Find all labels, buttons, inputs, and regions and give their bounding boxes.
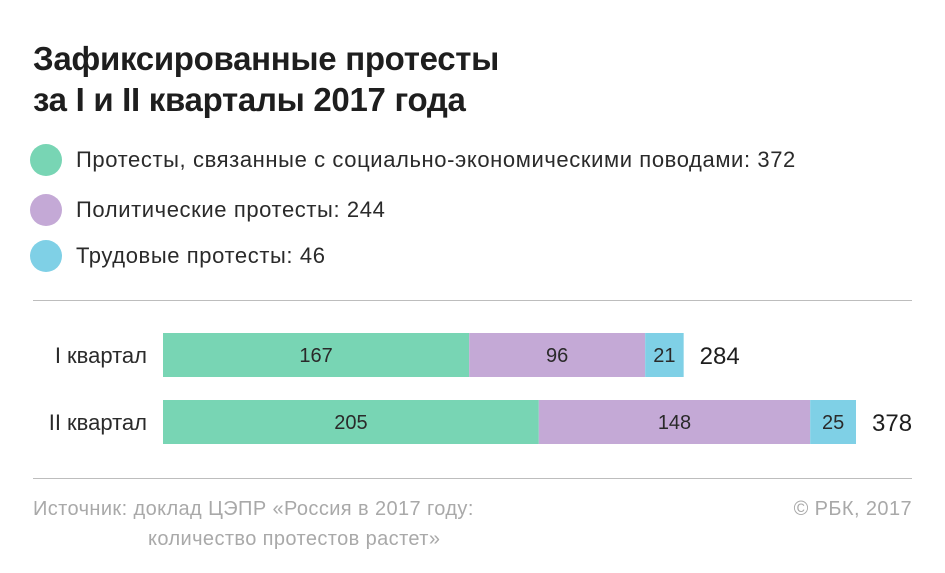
bar-segment-political-q2 [538,400,811,444]
copyright-credit: © РБК, 2017 [793,498,912,520]
chart-title-line-2: за I и II кварталы 2017 года [33,81,466,118]
bottom-divider [33,478,912,479]
legend-label-political: Политические протесты: 244 [76,197,386,222]
source-line-2: количество протестов растет» [148,528,441,550]
chart-title-line-1: Зафиксированные протесты [33,40,499,77]
bar-segment-labor-q2 [810,400,856,444]
chart-title: Зафиксированные протесты за I и II кварт… [33,38,499,120]
legend-item-labor: Трудовые протесты: 46 [30,236,326,276]
legend-swatch-political [30,194,62,226]
data-label-political-q1: 96 [546,345,568,367]
legend-item-political: Политические протесты: 244 [30,190,385,230]
bar-segment-socio-economic-q1 [163,333,470,377]
bar-segment-political-q1 [469,333,646,377]
legend-swatch-socio-economic [30,144,62,176]
source-line-1: Источник: доклад ЦЭПР «Россия в 2017 год… [33,498,474,520]
legend-label-labor: Трудовые протесты: 46 [76,243,326,268]
category-label-q1: I квартал [55,343,147,368]
bar-segment-socio-economic-q2 [163,400,539,444]
total-label-q2: 378 [872,410,912,437]
category-label-q2: II квартал [49,410,147,435]
bar-segment-labor-q1 [645,333,684,377]
data-label-labor-q1: 21 [653,345,675,367]
legend-label-socio-economic: Протесты, связанные с социально-экономич… [76,147,796,172]
source-note: Источник: доклад ЦЭПР «Россия в 2017 год… [33,494,474,554]
data-label-socio-economic-q1: 167 [299,345,332,367]
legend-swatch-labor [30,240,62,272]
top-divider [33,300,912,301]
total-label-q1: 284 [700,343,740,370]
data-label-labor-q2: 25 [822,412,844,434]
data-label-political-q2: 148 [658,412,691,434]
legend-item-socio-economic: Протесты, связанные с социально-экономич… [30,140,796,180]
data-label-socio-economic-q2: 205 [334,412,367,434]
